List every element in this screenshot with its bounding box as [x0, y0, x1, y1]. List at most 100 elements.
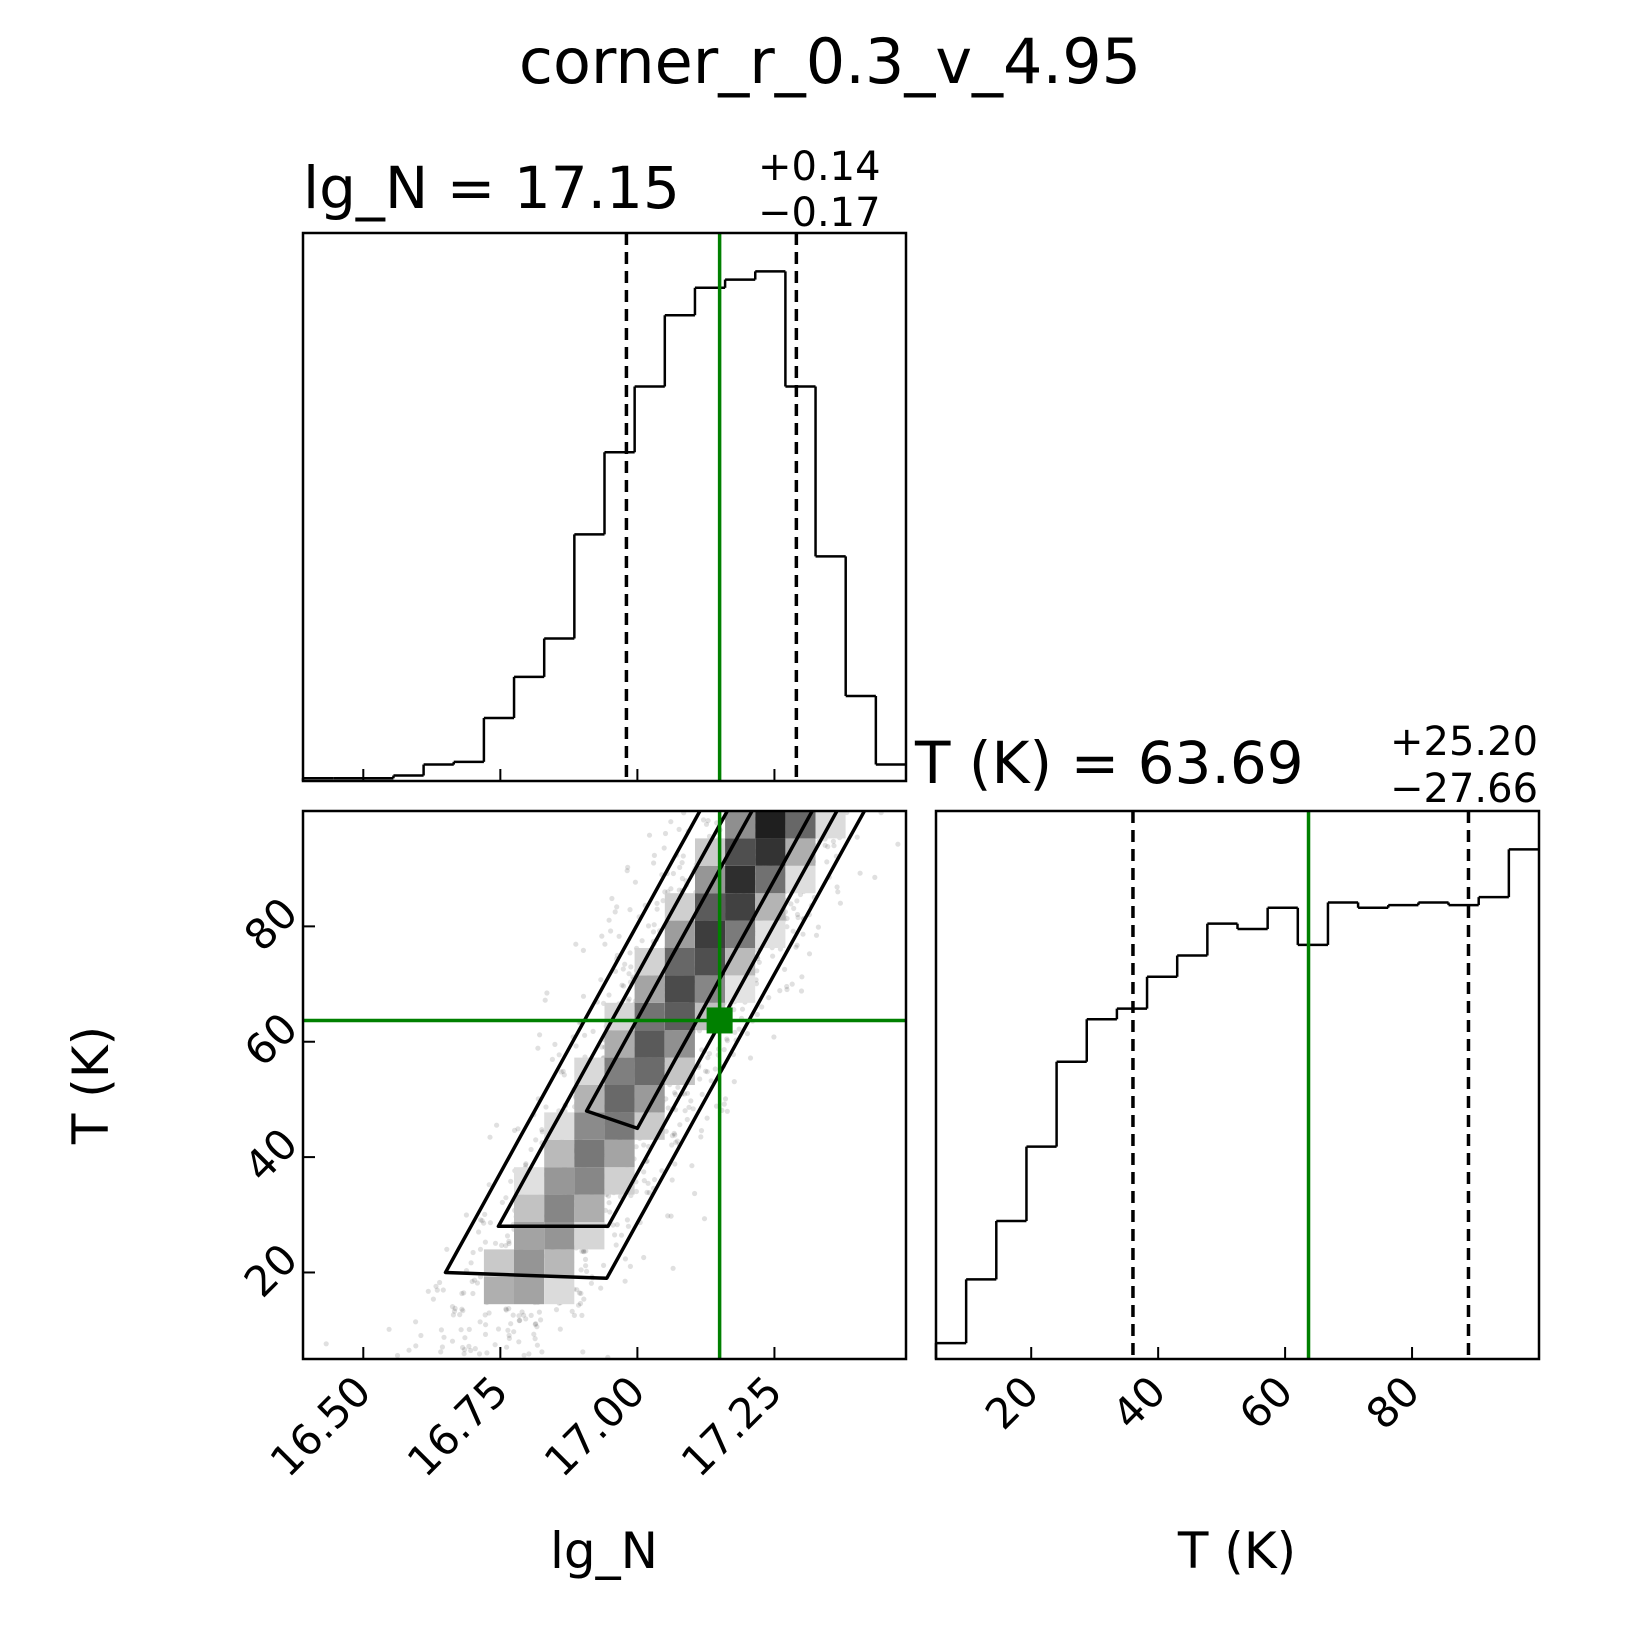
- sample-point: [460, 1308, 466, 1314]
- sample-point: [451, 1308, 458, 1314]
- density-cell: [664, 1002, 695, 1031]
- sample-point: [697, 1076, 703, 1082]
- sample-point: [433, 1283, 439, 1289]
- sample-point: [580, 947, 587, 954]
- sample-point: [625, 998, 631, 1004]
- sample-point: [560, 1068, 566, 1074]
- sample-point: [675, 1084, 681, 1090]
- sample-point: [639, 938, 645, 944]
- sample-point: [703, 821, 710, 827]
- sample-point: [476, 1229, 482, 1235]
- sample-point: [487, 1220, 493, 1226]
- sample-point: [532, 1321, 538, 1327]
- sample-point: [538, 1317, 544, 1323]
- sample-point: [713, 1103, 720, 1109]
- sample-point: [461, 1290, 467, 1296]
- sample-point: [669, 1133, 676, 1139]
- sample-point: [619, 982, 625, 988]
- sample-point: [706, 1051, 713, 1057]
- contour-inner: [584, 811, 815, 1131]
- sample-point: [605, 1193, 612, 1199]
- sample-point: [650, 929, 657, 935]
- sample-point: [539, 1129, 545, 1135]
- sample-point: [708, 1078, 714, 1084]
- density-cell: [755, 838, 786, 866]
- sample-point: [837, 900, 844, 906]
- sample-point: [625, 864, 631, 870]
- sample-point: [799, 974, 805, 980]
- sample-point: [712, 1066, 718, 1072]
- sample-point: [632, 879, 639, 885]
- sample-point: [481, 1220, 487, 1226]
- sample-point: [576, 1290, 583, 1296]
- sample-point: [606, 917, 612, 923]
- sample-point: [665, 1213, 671, 1219]
- T-title-minus: −27.66: [1390, 766, 1538, 812]
- sample-point: [608, 928, 614, 934]
- T-tick-label-x: 40: [1103, 1366, 1175, 1438]
- sample-point: [676, 826, 682, 833]
- sample-point: [598, 977, 604, 983]
- sample-point: [468, 1347, 474, 1354]
- sample-point: [806, 951, 813, 957]
- sample-point: [641, 1169, 647, 1175]
- lgN-tick-label: 17.25: [672, 1366, 792, 1486]
- sample-point: [721, 1047, 727, 1053]
- sample-point: [731, 1079, 737, 1085]
- sample-point: [692, 1190, 698, 1197]
- sample-point: [665, 1105, 671, 1111]
- sample-point: [688, 1098, 694, 1104]
- sample-point: [413, 1319, 419, 1325]
- sample-point: [788, 901, 794, 907]
- sample-point: [645, 923, 652, 929]
- sample-point: [660, 898, 666, 904]
- lgN-histogram-frame: [301, 231, 908, 783]
- sample-point: [511, 1329, 517, 1335]
- sample-point: [438, 1349, 444, 1355]
- sample-point: [689, 1163, 695, 1169]
- sample-point: [544, 990, 550, 996]
- sample-point: [782, 966, 788, 973]
- sample-point: [701, 1216, 708, 1222]
- sample-point: [606, 1200, 612, 1206]
- sample-point: [458, 1327, 464, 1333]
- sample-point: [610, 1222, 616, 1228]
- density-cell: [755, 811, 786, 839]
- xlabel-T: T (K): [1177, 1522, 1296, 1580]
- sample-point: [462, 1335, 468, 1341]
- sample-point: [425, 1288, 431, 1294]
- sample-point: [534, 1342, 541, 1348]
- sample-point: [492, 1342, 498, 1348]
- sample-point: [439, 1344, 445, 1350]
- sample-point: [794, 911, 801, 918]
- sample-point: [515, 1126, 521, 1132]
- sample-point: [536, 1309, 543, 1315]
- sample-point: [466, 1343, 472, 1349]
- sample-point: [528, 1146, 534, 1153]
- sample-point: [724, 1036, 730, 1042]
- sample-point: [613, 1242, 619, 1248]
- sample-point: [795, 914, 801, 921]
- density-cell: [634, 1057, 665, 1085]
- sample-point: [516, 1313, 522, 1319]
- sample-point: [503, 1243, 509, 1249]
- sample-point: [661, 845, 667, 851]
- sample-point: [503, 1306, 509, 1312]
- sample-point: [482, 1312, 488, 1318]
- sample-point: [616, 933, 622, 939]
- sample-point: [722, 1096, 729, 1102]
- sample-point: [651, 860, 657, 866]
- sample-point: [744, 1031, 751, 1037]
- density-cell: [514, 1194, 545, 1222]
- sample-point: [474, 1280, 480, 1286]
- sample-point: [461, 1351, 467, 1357]
- sample-point: [651, 852, 658, 859]
- lgN-tick-label: 16.75: [398, 1366, 518, 1486]
- sample-point: [482, 1211, 488, 1217]
- sample-point: [571, 1312, 578, 1318]
- T-tick-label-y: 60: [235, 1003, 307, 1075]
- sample-point: [418, 1332, 424, 1339]
- sample-point: [777, 988, 783, 994]
- sample-point: [444, 1246, 450, 1252]
- sample-point: [487, 1134, 493, 1140]
